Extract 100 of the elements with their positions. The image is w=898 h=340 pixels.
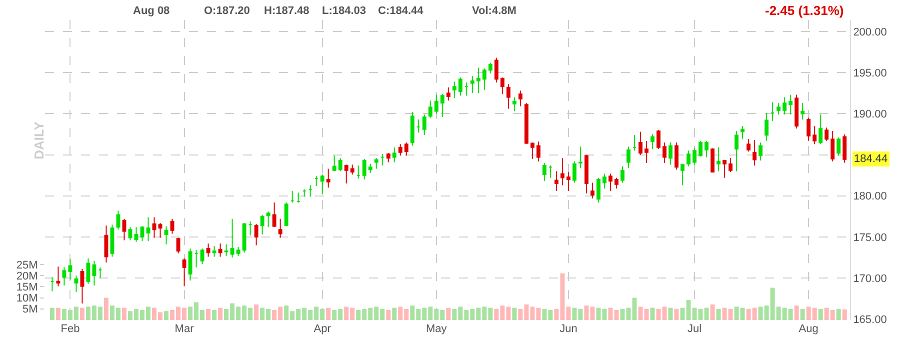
y2-tick-label: 10M (16, 292, 38, 305)
candlestick (266, 211, 270, 228)
bar (104, 298, 108, 320)
x-tick-label: Apr (314, 323, 332, 335)
candlestick (386, 152, 390, 163)
candlestick (242, 222, 246, 254)
text: Vol:4.8M (472, 5, 516, 17)
bar (710, 304, 715, 320)
candlestick (584, 154, 588, 194)
candlestick (440, 93, 444, 118)
candlestick (464, 82, 468, 96)
candlestick (734, 130, 739, 172)
candlestick (290, 190, 294, 203)
bar (512, 308, 517, 320)
x-tick-label: Feb (60, 323, 80, 335)
y2-tick-label: 25M (16, 259, 38, 272)
bar (386, 310, 391, 320)
candlestick (716, 146, 721, 172)
candlestick (170, 218, 174, 234)
candlestick (512, 96, 516, 112)
candlestick (314, 176, 318, 187)
candlestick (158, 222, 162, 238)
candlestick (818, 114, 823, 145)
candlestick (368, 163, 372, 174)
x-tick-label: Jun (560, 323, 578, 335)
candlestick (566, 172, 570, 192)
candlestick (638, 131, 642, 156)
candlestick (164, 226, 168, 245)
candlestick (284, 202, 288, 227)
candlestick (746, 138, 751, 152)
candlestick (548, 164, 552, 178)
candlestick (416, 118, 420, 134)
y-tick-label: 190.00 (853, 108, 887, 121)
bar (392, 308, 397, 320)
text: C:184.44 (378, 5, 424, 17)
candlestick (98, 266, 102, 279)
candlestick (110, 224, 114, 258)
candlestick (758, 142, 763, 162)
candlestick (662, 142, 666, 164)
y-tick-label: 200.00 (853, 26, 887, 38)
candlestick (608, 173, 612, 192)
candlestick (596, 177, 600, 203)
text: L:184.03 (322, 5, 366, 17)
candlestick (122, 218, 126, 241)
bar (212, 310, 217, 320)
candlestick (176, 237, 180, 254)
candlestick (482, 68, 486, 90)
candlestick (728, 158, 733, 173)
text: O:187.20 (204, 5, 250, 17)
candlestick (86, 258, 90, 284)
candlestick (812, 126, 817, 145)
y2-tick-label: 5M (22, 304, 38, 316)
bar (122, 308, 126, 320)
candlestick (524, 102, 528, 145)
candlestick (104, 224, 108, 263)
candlestick (752, 140, 757, 166)
candlestick (788, 94, 793, 116)
candlestick (764, 112, 769, 142)
bar (818, 308, 823, 320)
candlestick (326, 168, 330, 188)
candlestick (578, 146, 582, 168)
candlestick (542, 162, 546, 182)
bar (50, 308, 54, 320)
candlestick (488, 62, 492, 74)
bar (716, 308, 721, 320)
candlestick (458, 77, 462, 96)
candlestick (302, 188, 306, 198)
candlestick (230, 218, 234, 258)
candlestick (434, 94, 438, 114)
candlestick (50, 276, 54, 292)
y-tick-label: 175.00 (853, 232, 887, 244)
candlestick (668, 142, 672, 166)
candlestick (56, 266, 60, 287)
candlestick (842, 134, 847, 164)
candlestick (620, 166, 624, 184)
candlestick (680, 163, 684, 186)
candlestick (80, 268, 84, 304)
candlestick (824, 127, 829, 142)
candlestick (650, 134, 654, 150)
candlestick (404, 142, 408, 156)
candlestick (572, 160, 576, 184)
candlestick (152, 216, 156, 238)
bar (218, 308, 223, 320)
candlestick (422, 114, 426, 136)
candlestick (692, 148, 696, 166)
candlestick (500, 77, 504, 94)
candlestick (452, 81, 456, 99)
x-tick-label: Jul (687, 323, 702, 335)
candlestick (632, 134, 636, 152)
candlestick (704, 140, 708, 158)
bar (650, 308, 655, 320)
candlestick (614, 177, 618, 189)
candlestick (128, 226, 132, 241)
candlestick (272, 202, 276, 228)
y2-tick-label: 15M (16, 282, 38, 294)
candlestick (392, 146, 396, 163)
candlestick (800, 102, 805, 120)
bar (326, 308, 331, 320)
candlestick (710, 148, 714, 173)
candlestick (626, 146, 630, 168)
